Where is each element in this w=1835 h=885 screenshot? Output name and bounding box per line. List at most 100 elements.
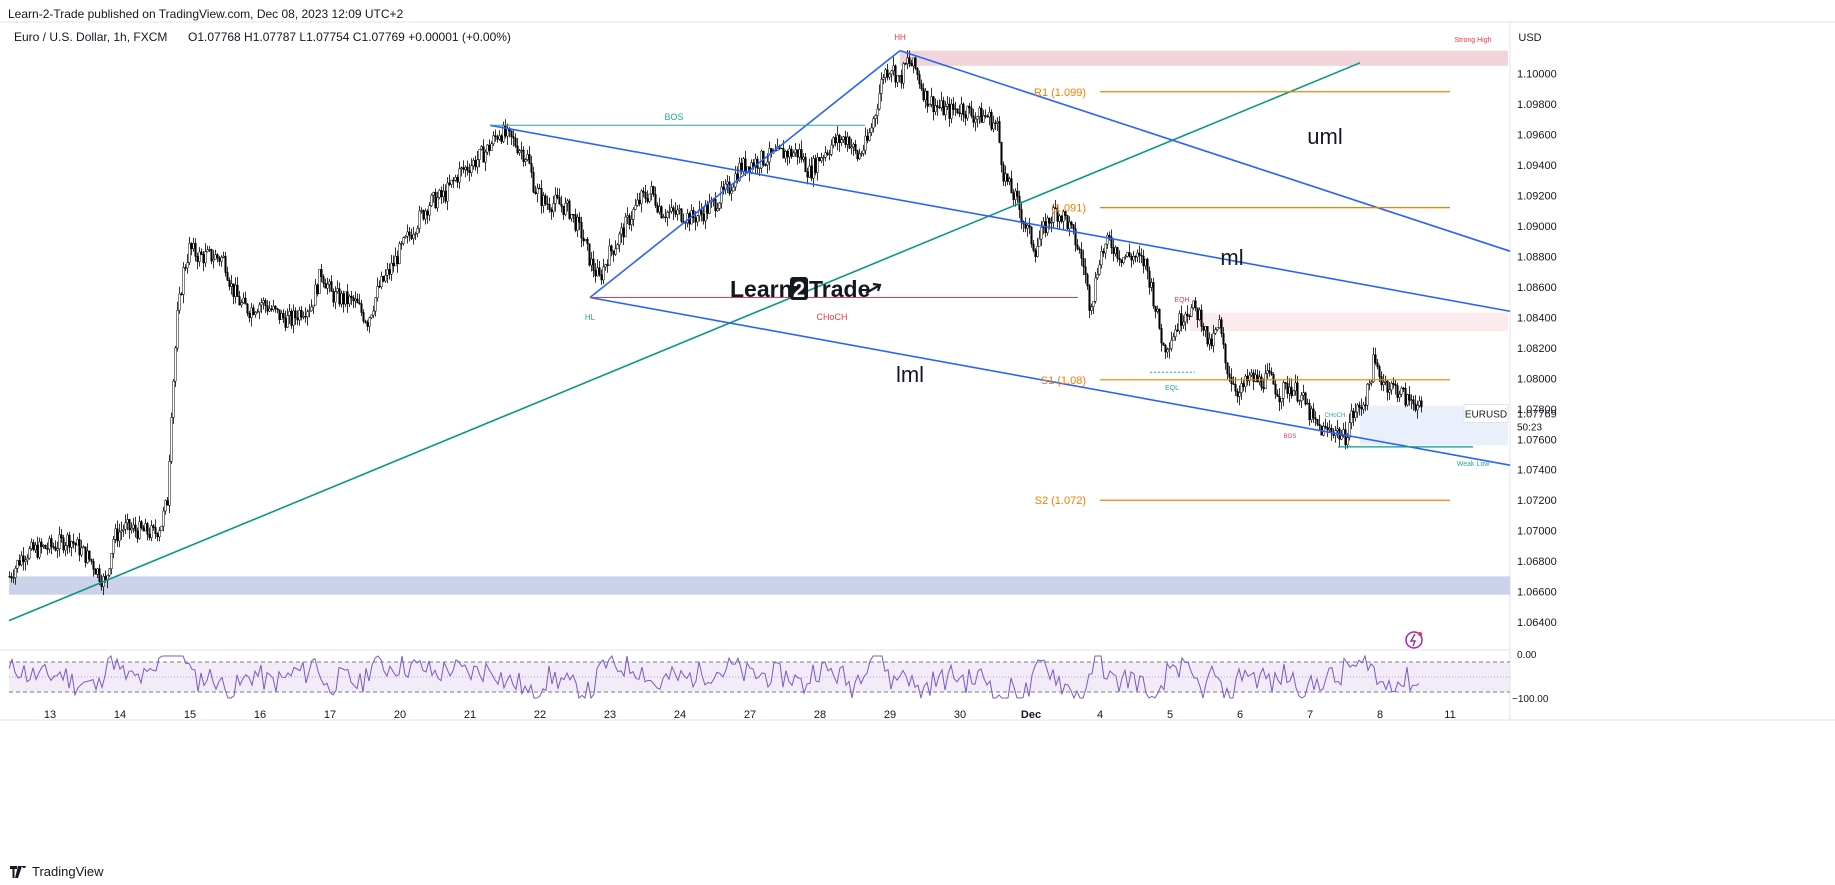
candle-body bbox=[46, 548, 49, 550]
candle-body bbox=[380, 276, 383, 288]
candle-body bbox=[602, 266, 605, 281]
candle-body bbox=[302, 316, 305, 318]
candle-body bbox=[828, 153, 831, 156]
currency-label: USD bbox=[1518, 32, 1541, 44]
candle-body bbox=[276, 308, 279, 310]
candle-body bbox=[206, 249, 209, 252]
candle-body bbox=[808, 165, 811, 178]
symbol-description[interactable]: Euro / U.S. Dollar, 1h, FXCM bbox=[14, 30, 168, 44]
pivot-level-label: S2 (1.072) bbox=[1035, 495, 1086, 507]
candle-body bbox=[1288, 386, 1291, 394]
candle-body bbox=[1072, 224, 1075, 229]
candle-body bbox=[390, 262, 393, 275]
candle-body bbox=[1160, 328, 1163, 344]
candle-body bbox=[632, 209, 635, 220]
candle-body bbox=[998, 121, 1001, 143]
candle-body bbox=[154, 527, 157, 534]
candle-body bbox=[1178, 313, 1181, 332]
candle-body bbox=[296, 317, 299, 321]
tradingview-footer[interactable]: TradingView bbox=[10, 864, 104, 879]
candle-body bbox=[1164, 345, 1167, 353]
candle-body bbox=[990, 112, 993, 130]
candle-body bbox=[202, 254, 205, 264]
y-tick-label: 1.07200 bbox=[1517, 495, 1557, 507]
candle-body bbox=[486, 144, 489, 153]
candle-body bbox=[324, 282, 327, 289]
candle-body bbox=[964, 114, 967, 119]
candle-body bbox=[644, 192, 647, 199]
candle-body bbox=[1344, 429, 1347, 446]
candle-body bbox=[284, 317, 287, 328]
candle-body bbox=[934, 105, 937, 113]
candle-body bbox=[714, 199, 717, 212]
label-weak-low: Weak Low bbox=[1457, 461, 1490, 468]
candle-body bbox=[406, 231, 409, 237]
candle-body bbox=[328, 281, 331, 285]
ascending-trendline bbox=[8, 62, 1361, 622]
candle-body bbox=[1010, 178, 1013, 194]
y-tick-label: 1.08200 bbox=[1517, 343, 1557, 355]
candle-body bbox=[326, 283, 329, 289]
candle-body bbox=[1264, 373, 1267, 390]
candle-body bbox=[8, 576, 11, 578]
candle-body bbox=[718, 202, 721, 209]
candle-body bbox=[664, 216, 667, 218]
candle-body bbox=[292, 310, 295, 326]
candle-body bbox=[68, 534, 71, 548]
candle-body bbox=[866, 135, 869, 141]
candle-body bbox=[1172, 336, 1175, 341]
candle-body bbox=[852, 143, 855, 148]
candle-body bbox=[970, 107, 973, 117]
candle-body bbox=[300, 309, 303, 318]
candle-body bbox=[436, 197, 439, 209]
candle-body bbox=[1350, 410, 1353, 424]
label-hl: HL bbox=[585, 313, 596, 322]
x-tick-label: 28 bbox=[814, 709, 826, 721]
candle-body bbox=[1042, 221, 1045, 228]
candle-body bbox=[896, 75, 899, 83]
candle-body bbox=[1292, 390, 1295, 397]
candle-body bbox=[138, 521, 141, 539]
y-tick-label: 1.08800 bbox=[1517, 251, 1557, 263]
candle-body bbox=[462, 167, 465, 170]
x-tick-label: 22 bbox=[534, 709, 546, 721]
candle-body bbox=[726, 181, 729, 185]
candle-body bbox=[874, 115, 877, 119]
candle-body bbox=[660, 206, 663, 219]
candle-body bbox=[1228, 373, 1231, 378]
candle-body bbox=[1418, 400, 1421, 406]
candle-body bbox=[590, 258, 593, 266]
candle-body bbox=[472, 160, 475, 167]
candle-body bbox=[1110, 236, 1113, 248]
candle-body bbox=[616, 244, 619, 250]
x-tick-label: 5 bbox=[1167, 709, 1173, 721]
candle-body bbox=[862, 149, 865, 154]
label-uml: uml bbox=[1307, 124, 1342, 149]
candle-body bbox=[704, 204, 707, 222]
candle-body bbox=[556, 194, 559, 198]
candle-body bbox=[1280, 397, 1283, 403]
candle-body bbox=[440, 190, 443, 197]
candle-body bbox=[164, 500, 167, 512]
candle-body bbox=[1404, 387, 1407, 406]
y-tick-label: 1.10000 bbox=[1517, 68, 1557, 80]
watermark-digit-box bbox=[790, 277, 808, 300]
candle-body bbox=[82, 546, 85, 549]
candle-body bbox=[574, 214, 577, 231]
candle-body bbox=[132, 524, 135, 529]
candle-body bbox=[916, 68, 919, 75]
candle-body bbox=[1260, 376, 1263, 388]
candle-body bbox=[800, 149, 803, 160]
candle-body bbox=[1144, 258, 1147, 267]
candle-body bbox=[44, 545, 47, 549]
x-tick-label: 30 bbox=[954, 709, 966, 721]
candle-body bbox=[882, 77, 885, 80]
candle-body bbox=[372, 310, 375, 316]
candle-body bbox=[488, 144, 491, 151]
candle-body bbox=[560, 203, 563, 207]
tradingview-logo-icon bbox=[10, 865, 26, 878]
candle-body bbox=[1414, 403, 1417, 411]
candle-body bbox=[850, 146, 853, 149]
candle-body bbox=[646, 198, 649, 202]
